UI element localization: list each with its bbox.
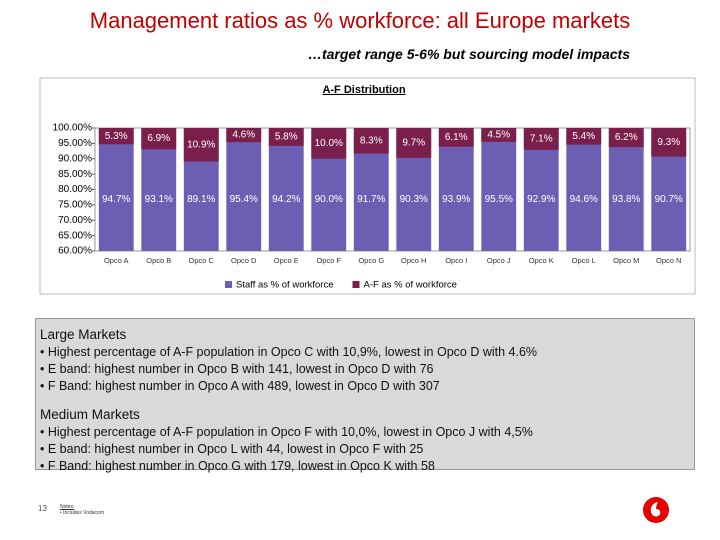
bullet: Highest percentage of A-F population in …	[40, 424, 690, 441]
value-label: 6.2%	[615, 132, 638, 143]
y-tick-label: 85.00%	[58, 169, 92, 180]
chart: A-F Distribution 60.00% 65.00% 70.00% 75.00…	[39, 77, 696, 295]
x-tick-label: Opco H	[401, 256, 426, 265]
legend-label: Staff as % of workforce	[236, 280, 334, 291]
bar-segment	[396, 128, 432, 158]
value-label: 10.0%	[315, 138, 343, 149]
bar-segment	[608, 128, 644, 148]
legend-swatch	[352, 281, 360, 288]
x-tick-label: Opco D	[231, 256, 257, 265]
text-section: Medium Markets Highest percentage of A-F …	[40, 407, 690, 475]
value-label: 5.8%	[275, 132, 298, 143]
value-label: 91.7%	[357, 194, 385, 205]
chart-title: A-F Distribution	[322, 84, 405, 96]
bar-segment	[523, 128, 559, 150]
value-label: 90.7%	[655, 194, 683, 205]
bullet: F Band: highest number in Opco G with 17…	[40, 458, 690, 475]
value-label: 94.7%	[102, 194, 130, 205]
x-tick-label: Opco E	[274, 256, 299, 265]
page-number: 13	[38, 504, 47, 513]
x-tick-label: Opco A	[104, 256, 129, 265]
y-tick-label: 65.00%	[58, 230, 92, 241]
x-tick-label: Opco B	[146, 256, 171, 265]
bar-segment	[481, 128, 517, 142]
x-tick-label: Opco C	[189, 256, 215, 265]
y-tick-label: 90.00%	[58, 153, 92, 164]
text-section: Large Markets Highest percentage of A-F p…	[40, 327, 690, 395]
value-label: 92.9%	[527, 194, 555, 205]
bar-segment	[183, 128, 219, 162]
bar-segment	[481, 128, 517, 251]
value-label: 95.5%	[485, 194, 513, 205]
value-label: 9.3%	[657, 137, 680, 148]
bar-segment	[98, 128, 134, 251]
slide-subtitle: …target range 5-6% but sourcing model im…	[307, 46, 630, 62]
bar-segment	[311, 128, 347, 159]
legend-swatch	[225, 281, 232, 288]
bullet: E band: highest number in Opco B with 14…	[40, 361, 690, 378]
value-label: 90.0%	[315, 194, 343, 205]
bar-segment	[226, 128, 262, 251]
y-tick-label: 80.00%	[58, 184, 92, 195]
value-label: 93.9%	[442, 194, 470, 205]
notes: Notes: • Includes Vodacom	[60, 504, 104, 516]
value-label: 93.1%	[145, 194, 173, 205]
value-label: 94.2%	[272, 194, 300, 205]
bullet: E band: highest number in Opco L with 44…	[40, 441, 690, 458]
logo	[643, 497, 669, 523]
y-tick-label: 75.00%	[58, 200, 92, 211]
value-label: 4.5%	[487, 130, 510, 141]
notes-title: Notes:	[60, 504, 75, 510]
value-label: 95.4%	[230, 194, 258, 205]
bar-segment	[268, 128, 304, 251]
bullet: F Band: highest number in Opco A with 48…	[40, 378, 690, 395]
value-label: 6.1%	[445, 132, 468, 143]
y-tick-label: 70.00%	[58, 215, 92, 226]
bar-segment	[438, 128, 474, 147]
value-label: 8.3%	[360, 135, 383, 146]
slide-title: Management ratios as % workforce: all Eu…	[89, 8, 631, 33]
value-label: 93.8%	[612, 194, 640, 205]
value-label: 5.4%	[572, 131, 595, 142]
x-tick-label: Opco K	[529, 256, 554, 265]
value-label: 4.6%	[232, 130, 255, 141]
bar-segment	[98, 128, 134, 145]
bar-segment	[566, 128, 602, 145]
value-label: 7.1%	[530, 134, 553, 145]
x-tick-label: Opco N	[656, 256, 681, 265]
note: • Includes Vodacom	[60, 510, 104, 516]
value-label: 5.3%	[105, 131, 128, 142]
bar-segment	[141, 128, 177, 150]
value-label: 10.9%	[187, 139, 215, 150]
x-tick-label: Opco F	[316, 256, 341, 265]
x-tick-label: Opco L	[572, 256, 596, 265]
text-box: Large Markets Highest percentage of A-F p…	[35, 318, 695, 473]
value-label: 90.3%	[400, 194, 428, 205]
bullet: Highest percentage of A-F population in …	[40, 344, 690, 361]
bar-segment	[438, 128, 474, 251]
bar-segment	[226, 128, 262, 143]
bar-segment	[608, 128, 644, 251]
value-label: 94.6%	[570, 194, 598, 205]
x-tick-label: Opco G	[358, 256, 384, 265]
x-tick-label: Opco M	[613, 256, 639, 265]
y-tick-label: 100.00%	[53, 123, 93, 134]
value-label: 9.7%	[402, 138, 425, 149]
bar-segment	[566, 128, 602, 251]
value-label: 89.1%	[187, 194, 215, 205]
bar-segment	[268, 128, 304, 146]
section-heading: Large Markets	[40, 327, 127, 342]
bar-segment	[353, 128, 389, 154]
bar-segment	[651, 128, 687, 157]
value-label: 6.9%	[147, 133, 170, 144]
legend-label: A-F as % of workforce	[364, 280, 457, 291]
y-tick-label: 95.00%	[58, 138, 92, 149]
x-tick-label: Opco I	[445, 256, 467, 265]
x-tick-label: Opco J	[487, 256, 511, 265]
section-heading: Medium Markets	[40, 407, 140, 422]
y-tick-label: 60.00%	[58, 246, 92, 257]
